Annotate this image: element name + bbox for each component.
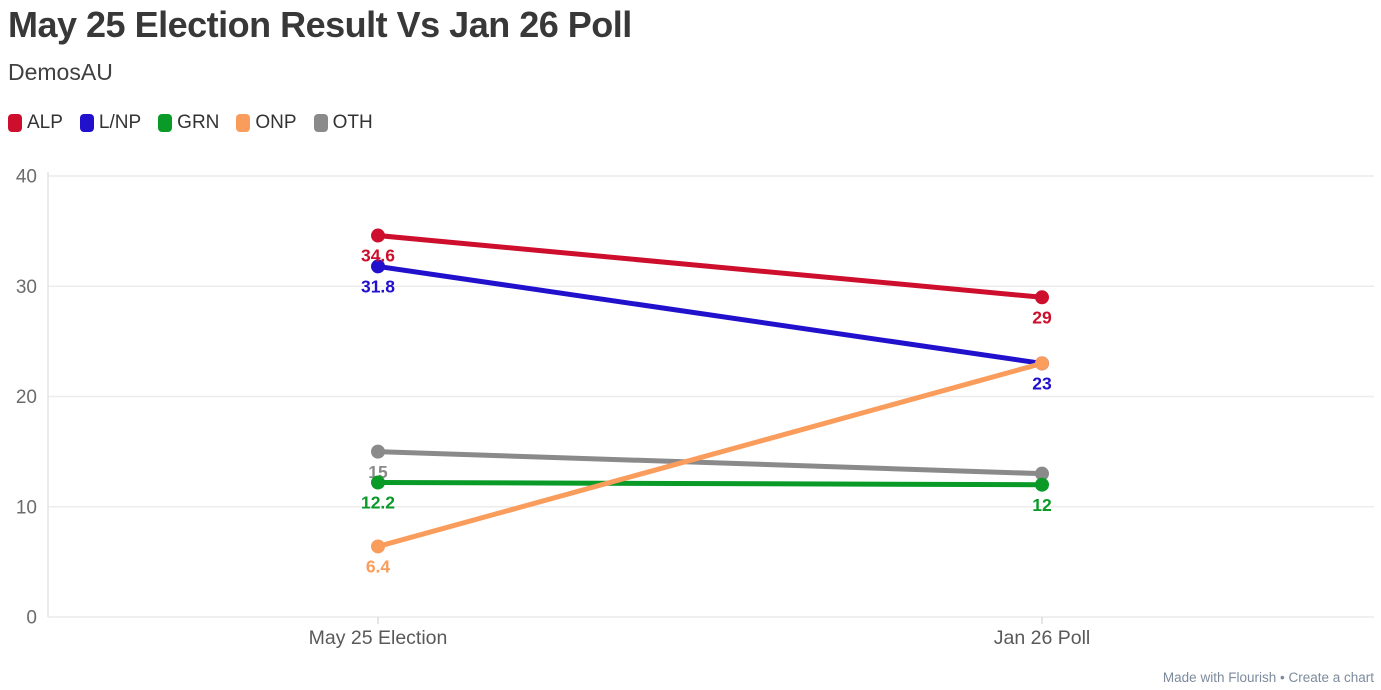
chart-title: May 25 Election Result Vs Jan 26 Poll	[8, 4, 632, 45]
series-point-onp-0[interactable]	[371, 539, 385, 554]
y-axis-tick-label: 20	[16, 387, 37, 408]
legend-swatch-lnp	[79, 114, 94, 132]
legend-label-grn: GRN	[177, 112, 220, 133]
series-point-oth-0[interactable]	[371, 444, 385, 459]
y-axis-tick-label: 30	[16, 277, 37, 298]
legend-label-onp: ONP	[255, 112, 297, 133]
y-axis-tick-label: 10	[16, 497, 37, 518]
legend-label-alp: ALP	[27, 112, 63, 133]
x-axis-category-label: May 25 Election	[309, 627, 448, 649]
legend-label-lnp: L/NP	[98, 112, 142, 133]
point-value-label: 29	[1032, 307, 1052, 327]
legend-swatch-alp	[8, 114, 22, 132]
series-point-lnp-0[interactable]	[371, 259, 385, 274]
series-line-lnp[interactable]	[375, 263, 1045, 366]
point-value-label: 6.4	[366, 557, 391, 577]
series-point-oth-1[interactable]	[1035, 466, 1049, 481]
series-point-grn-0[interactable]	[371, 475, 385, 490]
series-point-onp-1[interactable]	[1035, 356, 1049, 371]
series-line-onp[interactable]	[375, 360, 1045, 549]
legend-item-alp[interactable]: ALP	[8, 112, 63, 134]
point-value-label: 31.8	[361, 277, 395, 297]
point-value-label: 23	[1032, 374, 1052, 394]
point-value-label: 34.6	[361, 246, 395, 266]
series-point-alp-1[interactable]	[1035, 290, 1049, 305]
legend: ALP L/NP GRN ONP OTH	[8, 112, 373, 134]
series-point-alp-0[interactable]	[371, 228, 385, 243]
series-line-oth[interactable]	[375, 449, 1045, 477]
y-axis-tick-label: 40	[16, 167, 37, 188]
series-line-alp[interactable]	[375, 233, 1045, 300]
y-axis-tick-label: 0	[26, 608, 37, 629]
chart-subtitle: DemosAU	[8, 59, 113, 86]
x-axis-category-label: Jan 26 Poll	[994, 627, 1090, 649]
legend-item-onp[interactable]: ONP	[236, 112, 297, 134]
point-value-label: 15	[368, 462, 388, 482]
flourish-credit-link[interactable]: Made with Flourish • Create a chart	[1162, 670, 1374, 685]
series-point-grn-1[interactable]	[1035, 477, 1049, 492]
legend-swatch-onp	[236, 114, 251, 132]
point-value-label: 12	[1032, 495, 1052, 515]
legend-swatch-grn	[158, 114, 173, 132]
legend-swatch-oth	[313, 114, 328, 132]
legend-item-lnp[interactable]: L/NP	[79, 112, 142, 134]
point-value-label: 12.2	[361, 493, 395, 513]
legend-label-oth: OTH	[332, 112, 373, 133]
legend-item-grn[interactable]: GRN	[158, 112, 219, 134]
chart-header: May 25 Election Result Vs Jan 26 Poll De…	[8, 0, 632, 86]
series-line-grn[interactable]	[375, 479, 1045, 488]
legend-item-oth[interactable]: OTH	[313, 112, 373, 134]
